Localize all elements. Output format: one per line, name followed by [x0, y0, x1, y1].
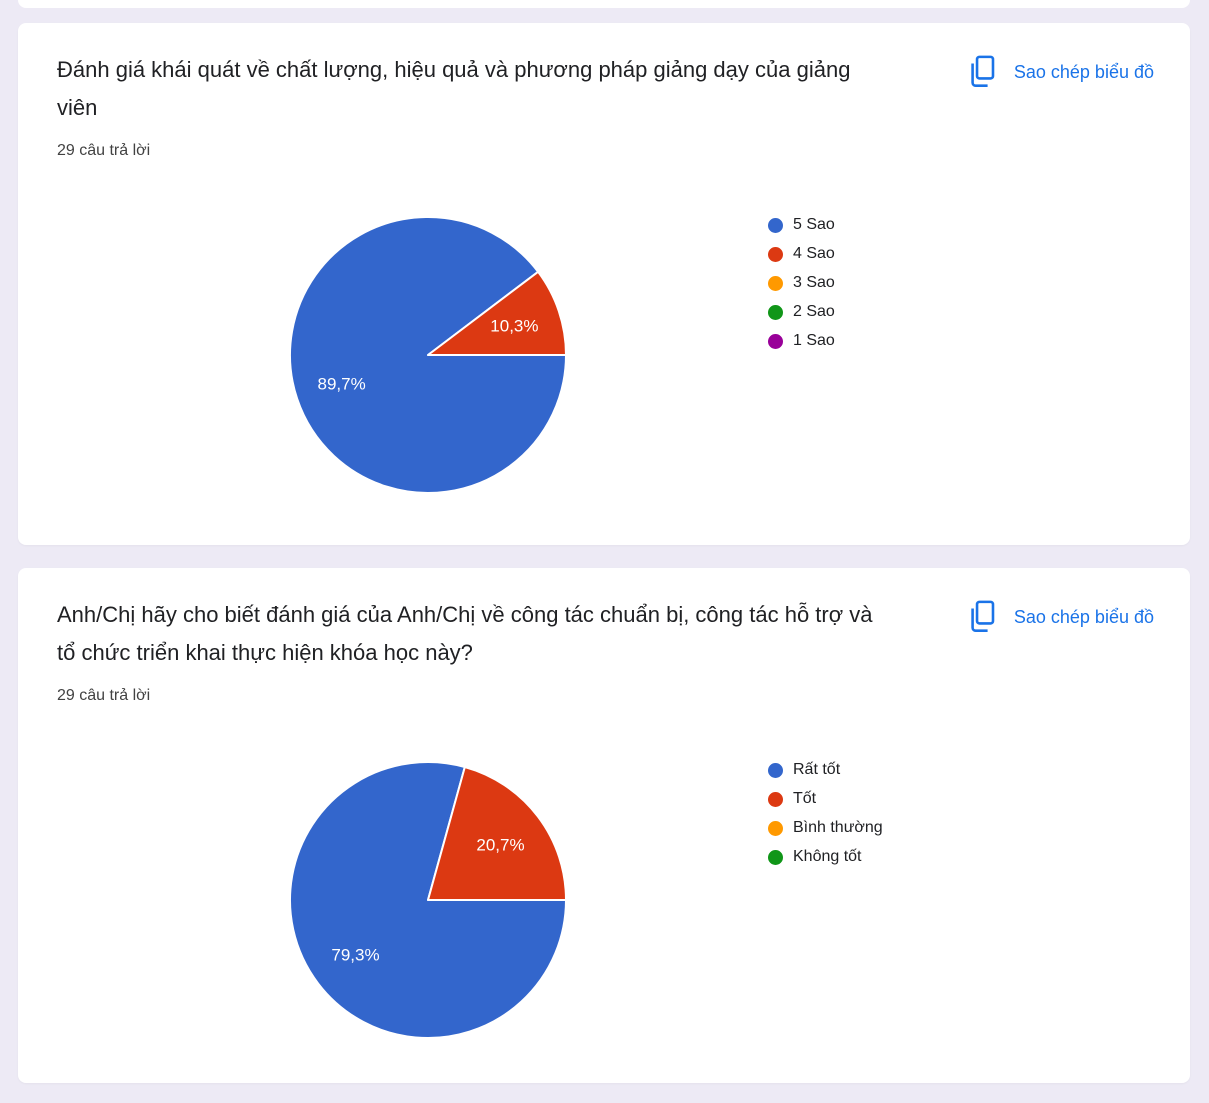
legend-item: 4 Sao [768, 246, 835, 262]
response-count: 29 câu trả lời [57, 142, 151, 159]
legend-label: 2 Sao [793, 303, 835, 320]
legend-item: 2 Sao [768, 304, 835, 320]
pie-chart-area: 79,3% 20,7% Rất tốt Tốt Bình thường Không tốt [18, 568, 1190, 1083]
question-title: Đánh giá khái quát về chất lượng, hiệu q… [57, 57, 851, 120]
pie-value-label: 20,7% [476, 835, 524, 854]
pie-value-label: 10,3% [490, 317, 538, 336]
copy-chart-button-label: Sao chép biểu đồ [1013, 606, 1154, 627]
pie-slice-1 [427, 270, 567, 356]
question-card-2: Anh/Chị hãy cho biết đánh giá của Anh/Ch… [18, 568, 1190, 1083]
pie-value-label: 79,3% [331, 946, 379, 965]
chart-legend: 5 Sao 4 Sao 3 Sao 2 Sao 1 Sao [768, 217, 835, 362]
pie-slice-1 [427, 766, 567, 901]
legend-label: 4 Sao [793, 245, 835, 262]
pie-slice-0 [289, 216, 567, 494]
copy-icon [971, 600, 995, 633]
question-card-1: Đánh giá khái quát về chất lượng, hiệu q… [18, 23, 1190, 545]
legend-label: Bình thường [793, 819, 883, 836]
legend-swatch [768, 333, 783, 349]
copy-icon [971, 55, 995, 88]
legend-label: Rất tốt [793, 761, 841, 778]
response-count: 29 câu trả lời [57, 687, 151, 704]
legend-item: Không tốt [768, 849, 883, 865]
legend-label: Tốt [793, 790, 817, 807]
legend-label: Không tốt [793, 848, 862, 865]
copy-chart-button[interactable]: Sao chép biểu đồ [965, 598, 1156, 636]
copy-chart-button[interactable]: Sao chép biểu đồ [965, 53, 1156, 91]
legend-label: 1 Sao [793, 332, 835, 349]
legend-swatch [768, 217, 783, 233]
legend-swatch [768, 275, 783, 291]
pie-chart: 79,3% 20,7% [289, 761, 567, 1039]
legend-item: Tốt [768, 791, 883, 807]
legend-item: Bình thường [768, 820, 883, 836]
pie-chart: 89,7% 10,3% [289, 216, 567, 494]
question-title: Anh/Chị hãy cho biết đánh giá của Anh/Ch… [57, 602, 873, 665]
legend-item: 5 Sao [768, 217, 835, 233]
legend-swatch [768, 820, 783, 836]
legend-item: 3 Sao [768, 275, 835, 291]
pie-slice-0 [289, 761, 567, 1039]
pie-value-label: 89,7% [317, 375, 365, 394]
chart-legend: Rất tốt Tốt Bình thường Không tốt [768, 762, 883, 878]
legend-swatch [768, 304, 783, 320]
legend-swatch [768, 246, 783, 262]
legend-swatch [768, 849, 783, 865]
copy-chart-button-label: Sao chép biểu đồ [1013, 61, 1154, 82]
legend-label: 5 Sao [793, 216, 835, 233]
legend-swatch [768, 762, 783, 778]
previous-card-bottom-edge [18, 0, 1190, 8]
pie-chart-area: 89,7% 10,3% 5 Sao 4 Sao 3 Sao 2 Sao 1 Sao [18, 23, 1190, 545]
legend-label: 3 Sao [793, 274, 835, 291]
legend-swatch [768, 791, 783, 807]
legend-item: 1 Sao [768, 333, 835, 349]
legend-item: Rất tốt [768, 762, 883, 778]
